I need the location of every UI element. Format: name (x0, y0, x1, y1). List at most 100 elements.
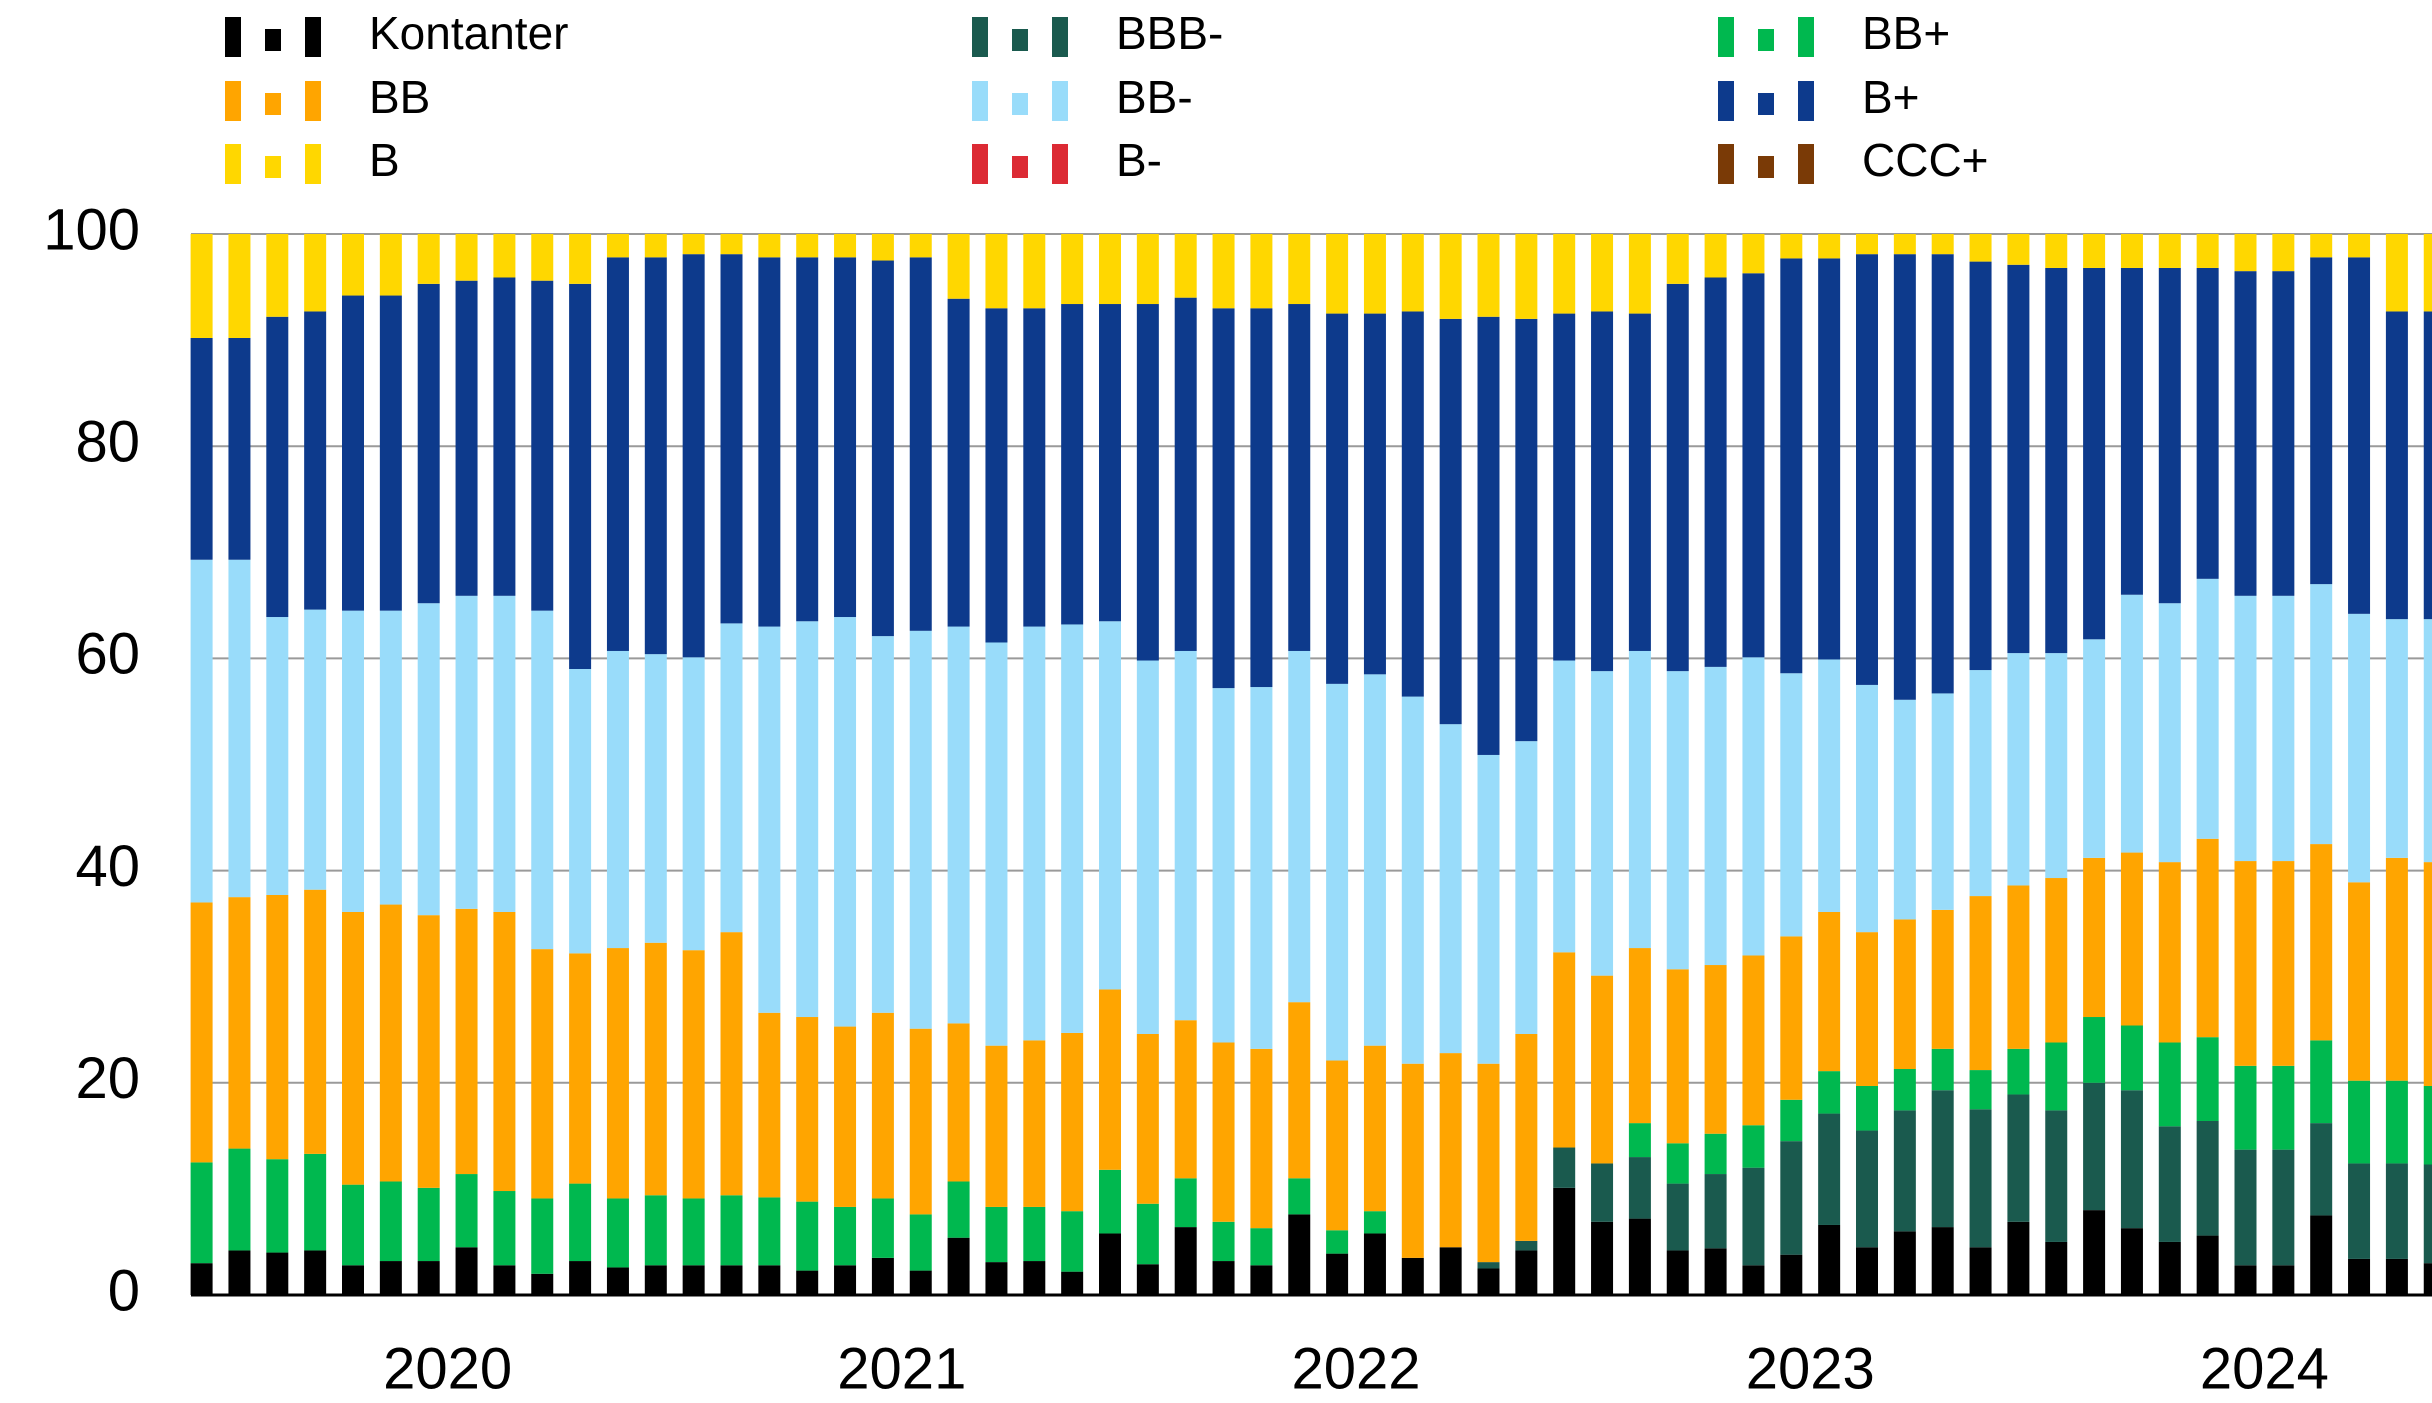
bar-segment (1212, 1261, 1235, 1295)
bar-segment (1288, 1178, 1311, 1215)
bar-segment (493, 911, 516, 1192)
bar-segment (2196, 1235, 2219, 1295)
bar-segment (1023, 1040, 1046, 1207)
bar-segment (1931, 254, 1954, 694)
bar-segment (834, 1265, 857, 1295)
bar-segment (2196, 267, 2219, 579)
bar-segment (2234, 234, 2257, 272)
bar-segment (304, 234, 327, 312)
bar-segment (1628, 1157, 1651, 1219)
bar-segment (455, 280, 478, 596)
x-tick-label: 2023 (1746, 1336, 1875, 1401)
bar-segment (2158, 267, 2181, 604)
y-tick-label: 0 (108, 1258, 140, 1323)
bar-segment (342, 610, 364, 912)
bar-segment (569, 1183, 592, 1262)
bar-segment (1931, 693, 1954, 910)
bar-segment (1628, 234, 1651, 314)
bar-segment (190, 902, 213, 1163)
bar-segment (682, 950, 705, 1199)
bar-segment (1591, 671, 1614, 976)
bar-segment (1326, 1060, 1349, 1231)
bar-segment (1061, 1211, 1084, 1272)
bar-segment (947, 298, 970, 627)
bar-segment (796, 621, 819, 1018)
bar-segment (1250, 1228, 1273, 1266)
bar-segment (493, 234, 516, 278)
legend-swatch (1012, 156, 1028, 178)
bar-segment (985, 642, 1008, 1046)
bar-segment (304, 1153, 327, 1251)
bar-segment (1666, 1143, 1689, 1184)
bar-segment (871, 636, 894, 1013)
bar-segment (758, 1197, 781, 1266)
bar-segment (1931, 1227, 1954, 1295)
bar-segment (1515, 741, 1538, 1034)
legend-item: Kontanter (225, 7, 568, 59)
legend-swatch (1798, 81, 1814, 121)
bar-segment (455, 595, 478, 909)
bar-segment (2158, 1042, 2181, 1127)
bar-segment (1969, 1109, 1992, 1248)
legend-swatch (972, 17, 988, 57)
bar-segment (1250, 687, 1273, 1049)
bar-segment (2272, 234, 2295, 272)
bar-segment (1893, 1231, 1916, 1295)
bar-segment (1780, 258, 1803, 674)
bar-segment (1136, 304, 1159, 661)
bar-segment (644, 234, 667, 258)
bar-segment (720, 234, 743, 255)
bar-segment (1061, 1032, 1084, 1212)
bar-segment (2120, 1228, 2143, 1295)
bar-segment (190, 234, 213, 338)
bar-segment (1818, 258, 1841, 660)
bar-segment (266, 316, 289, 618)
bar-segment (2310, 1123, 2333, 1216)
legend-item: BB- (972, 71, 1193, 123)
bar-segment (2385, 1163, 2408, 1259)
bar-segment (2272, 1065, 2295, 1150)
bar-segment (1553, 660, 1576, 953)
bar-segment (417, 1187, 440, 1262)
bar-segment (1439, 234, 1462, 319)
bar-segment (1780, 1254, 1803, 1295)
bar-segment (266, 1159, 289, 1253)
bar-segment (2120, 267, 2143, 595)
bar-segment (606, 948, 629, 1199)
bar-segment (606, 650, 629, 949)
bar-segment (871, 260, 894, 637)
legend-swatch (1718, 81, 1734, 121)
legend-label: BBB- (1116, 7, 1223, 59)
bar-segment (379, 1261, 402, 1295)
bar-segment (417, 603, 440, 916)
legend-swatch (1052, 17, 1068, 57)
bar-segment (1023, 626, 1046, 1041)
bar-segment (2348, 234, 2371, 258)
bar-segment (2234, 1149, 2257, 1266)
bar-segment (2385, 1080, 2408, 1164)
bar-segment (1818, 1224, 1841, 1295)
bar-segment (1515, 1240, 1538, 1251)
bar-segment (606, 234, 629, 258)
bar-segment (2196, 838, 2219, 1038)
bar-segment (342, 234, 364, 296)
bar-segment (1780, 1141, 1803, 1255)
bar-segment (644, 1195, 667, 1266)
bar-segment (2120, 594, 2143, 853)
bar-segment (304, 889, 327, 1154)
legend-swatch (1052, 81, 1068, 121)
bar-segment (1969, 896, 1992, 1071)
bar-segment (1666, 1250, 1689, 1295)
bar-segment (2272, 271, 2295, 596)
bar-segment (2234, 595, 2257, 862)
bar-segment (1477, 316, 1500, 755)
bar-segment (644, 257, 667, 655)
legend-swatch (1798, 17, 1814, 57)
legend-swatch (305, 144, 321, 184)
bar-segment (569, 283, 592, 670)
bar-segment (1250, 234, 1273, 309)
bar-segment (2045, 1241, 2068, 1295)
bar-segment (2083, 1082, 2106, 1211)
bar-segment (758, 257, 781, 627)
bar-segment (190, 1263, 213, 1295)
